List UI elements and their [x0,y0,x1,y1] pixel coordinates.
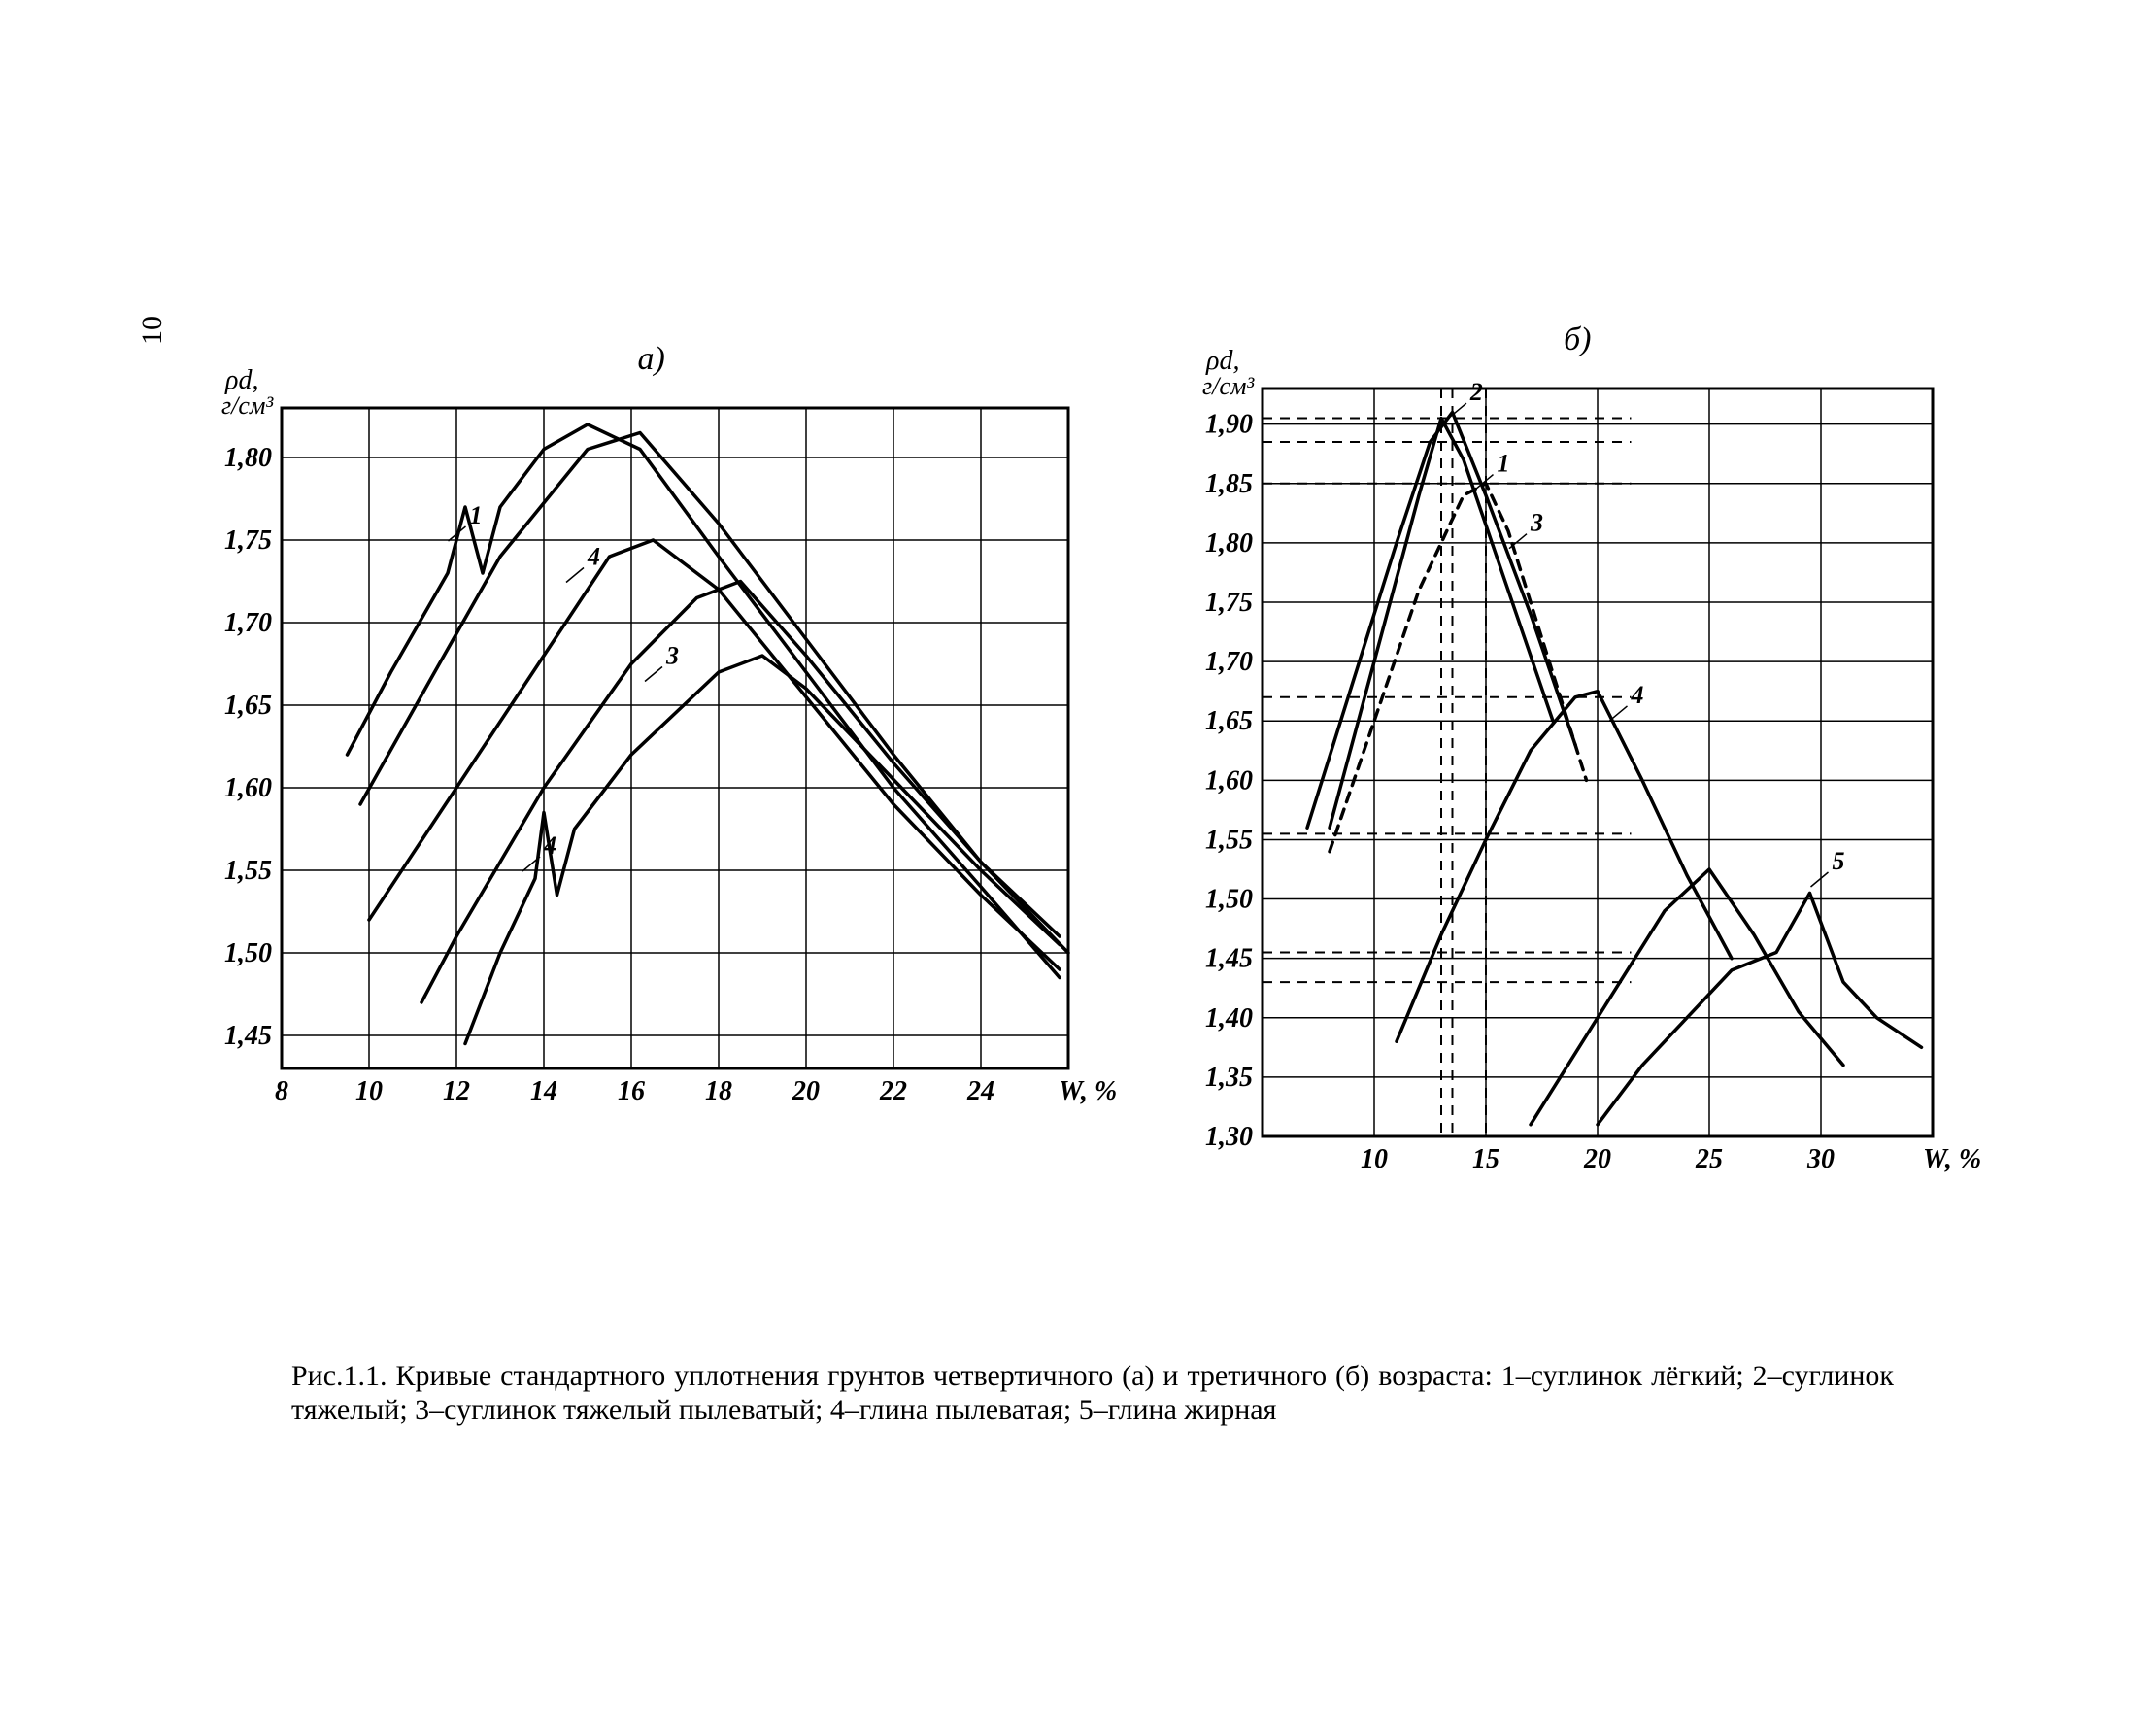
svg-text:1,30: 1,30 [1205,1122,1253,1152]
svg-text:3: 3 [665,642,679,670]
compaction-curves-figure: а)ρd,г/см³810121416182022241,451,501,551… [194,311,2001,1185]
svg-text:4: 4 [587,543,600,571]
svg-text:16: 16 [618,1076,645,1106]
svg-text:1,80: 1,80 [1205,528,1253,559]
svg-text:1,55: 1,55 [1205,825,1253,855]
svg-text:1,90: 1,90 [1205,410,1253,440]
chart-а): а)ρd,г/см³810121416182022241,451,501,551… [221,341,1117,1106]
svg-text:1,70: 1,70 [1205,647,1253,677]
figure-container: а)ρd,г/см³810121416182022241,451,501,551… [194,311,2001,1185]
svg-text:1,45: 1,45 [224,1021,272,1051]
svg-text:18: 18 [705,1076,732,1106]
svg-text:1,45: 1,45 [1205,944,1253,974]
svg-text:10: 10 [355,1076,383,1106]
svg-text:1,75: 1,75 [224,525,272,556]
svg-text:1,75: 1,75 [1205,588,1253,618]
chart-б): б)ρd,г/см³10152025301,301,351,401,451,50… [1202,322,1981,1174]
svg-text:1,85: 1,85 [1205,469,1253,499]
svg-text:22: 22 [879,1076,907,1106]
svg-text:5: 5 [1833,847,1845,875]
svg-text:1,80: 1,80 [224,443,272,473]
svg-text:1,35: 1,35 [1205,1063,1253,1093]
svg-text:г/см³: г/см³ [221,391,275,420]
svg-text:10: 10 [1361,1144,1388,1174]
svg-text:4: 4 [543,831,556,860]
svg-text:б): б) [1564,322,1591,357]
figure-caption: Рис.1.1. Кривые стандартного уплотнения … [291,1360,1894,1427]
svg-text:24: 24 [966,1076,994,1106]
svg-text:30: 30 [1806,1144,1835,1174]
svg-text:2: 2 [1469,378,1483,406]
svg-text:а): а) [638,341,665,377]
svg-text:1,40: 1,40 [1205,1003,1253,1033]
svg-text:8: 8 [275,1076,288,1106]
svg-text:1,60: 1,60 [1205,765,1253,796]
svg-text:1,65: 1,65 [1205,706,1253,736]
svg-text:1,55: 1,55 [224,856,272,886]
svg-text:4: 4 [1631,681,1644,709]
svg-text:1: 1 [470,501,483,529]
svg-text:20: 20 [1583,1144,1611,1174]
svg-text:W, %: W, % [1059,1076,1117,1106]
svg-text:1,60: 1,60 [224,773,272,803]
page-number: 10 [136,316,169,345]
svg-text:1: 1 [1498,450,1510,478]
svg-text:W, %: W, % [1923,1144,1981,1174]
svg-text:1,70: 1,70 [224,608,272,638]
svg-text:г/см³: г/см³ [1202,372,1256,400]
svg-text:25: 25 [1695,1144,1723,1174]
svg-text:14: 14 [530,1076,557,1106]
svg-text:15: 15 [1472,1144,1499,1174]
svg-text:1,65: 1,65 [224,691,272,721]
svg-text:20: 20 [792,1076,820,1106]
svg-text:1,50: 1,50 [224,938,272,968]
svg-text:1,50: 1,50 [1205,885,1253,915]
svg-text:3: 3 [1530,509,1543,537]
svg-text:12: 12 [443,1076,470,1106]
